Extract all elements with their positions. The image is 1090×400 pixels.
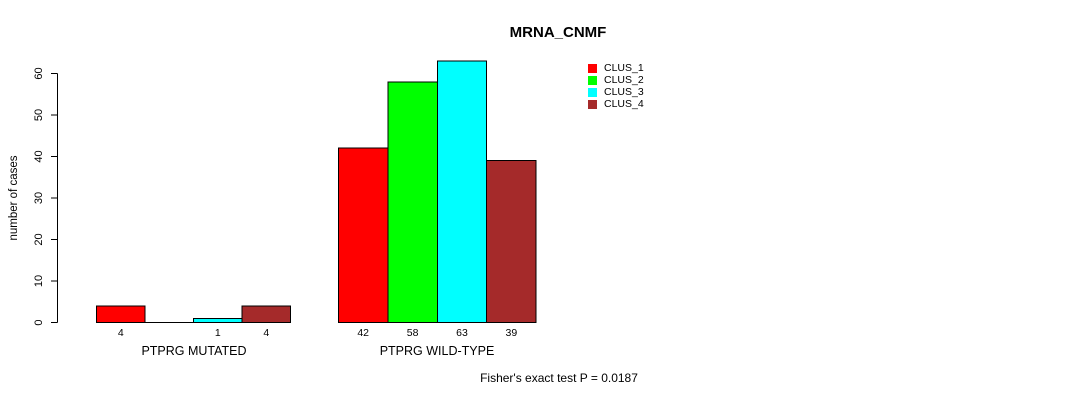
bar-CLUS_1-group1 — [338, 147, 389, 323]
y-axis-tick-label: 20 — [33, 233, 45, 245]
legend-label-CLUS_3: CLUS_3 — [604, 86, 644, 98]
x-group-label-mutated: PTPRG MUTATED — [141, 344, 247, 358]
y-axis-tick-label: 10 — [33, 275, 45, 287]
y-axis-tick-label: 50 — [33, 109, 45, 121]
bar-value-label-CLUS_4-group1: 39 — [506, 327, 518, 339]
legend: CLUS_1 CLUS_2 CLUS_3 CLUS_4 — [588, 62, 644, 110]
bar-CLUS_2-group1 — [387, 81, 438, 323]
bar-value-label-CLUS_1-group1: 42 — [357, 327, 369, 339]
chart-title: MRNA_CNMF — [509, 24, 607, 41]
legend-label-CLUS_2: CLUS_2 — [604, 74, 644, 86]
legend-label-CLUS_1: CLUS_1 — [604, 62, 644, 74]
bar-CLUS_4-group1 — [486, 160, 537, 323]
bar-value-label-CLUS_3-group1: 63 — [456, 327, 468, 339]
bar-value-label-CLUS_3-group0: 1 — [215, 327, 221, 339]
y-axis-tick-label: 0 — [33, 319, 45, 325]
legend-swatch-CLUS_1 — [588, 63, 597, 73]
y-axis-tick-label: 30 — [33, 192, 45, 204]
bar-value-label-CLUS_1-group0: 4 — [118, 327, 124, 339]
bar-CLUS_3-group1 — [436, 60, 488, 324]
legend-entry-CLUS_2: CLUS_2 — [588, 74, 644, 86]
legend-entry-CLUS_1: CLUS_1 — [588, 62, 644, 74]
bar-CLUS_3-group0 — [193, 317, 243, 324]
legend-entry-CLUS_4: CLUS_4 — [588, 98, 644, 110]
legend-label-CLUS_4: CLUS_4 — [604, 98, 644, 110]
bar-CLUS_1-group0 — [96, 305, 146, 323]
fisher-test-annotation: Fisher's exact test P = 0.0187 — [480, 371, 638, 385]
x-group-label-wildtype: PTPRG WILD-TYPE — [379, 344, 495, 358]
legend-swatch-CLUS_2 — [588, 75, 597, 85]
legend-swatch-CLUS_4 — [588, 99, 597, 109]
bar-value-label-CLUS_2-group1: 58 — [407, 327, 419, 339]
bar-value-label-CLUS_4-group0: 4 — [263, 327, 269, 339]
bar-CLUS_4-group0 — [241, 305, 291, 323]
y-axis-tick-label: 40 — [33, 150, 45, 162]
y-axis-tick-label: 60 — [33, 67, 45, 79]
legend-swatch-CLUS_3 — [588, 87, 597, 97]
legend-entry-CLUS_3: CLUS_3 — [588, 86, 644, 98]
